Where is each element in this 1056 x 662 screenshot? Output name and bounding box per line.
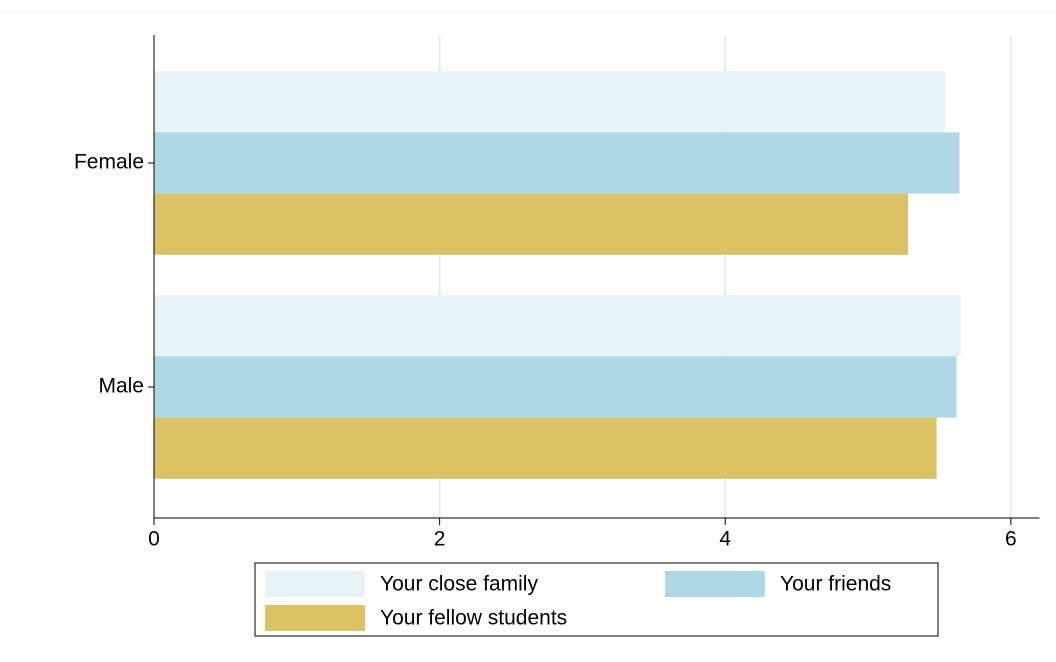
legend-label: Your close family [380,573,538,596]
x-tick-label: 6 [1005,528,1017,551]
legend-label: Your fellow students [380,607,567,630]
x-tick-label: 4 [719,528,731,551]
bar [154,132,960,194]
legend-box [254,562,939,637]
legend-label: Your friends [780,573,891,596]
legend-swatch [265,571,365,597]
y-tick-label: Male [98,375,144,398]
legend-swatch [665,571,765,597]
bar [154,417,937,479]
legend-swatch [265,605,365,631]
y-tick-label: Female [74,151,144,174]
bar [154,71,946,133]
x-tick-label: 2 [434,528,446,551]
bar [154,295,961,357]
bar [154,356,957,418]
bar [154,193,909,255]
x-tick-label: 0 [148,528,160,551]
